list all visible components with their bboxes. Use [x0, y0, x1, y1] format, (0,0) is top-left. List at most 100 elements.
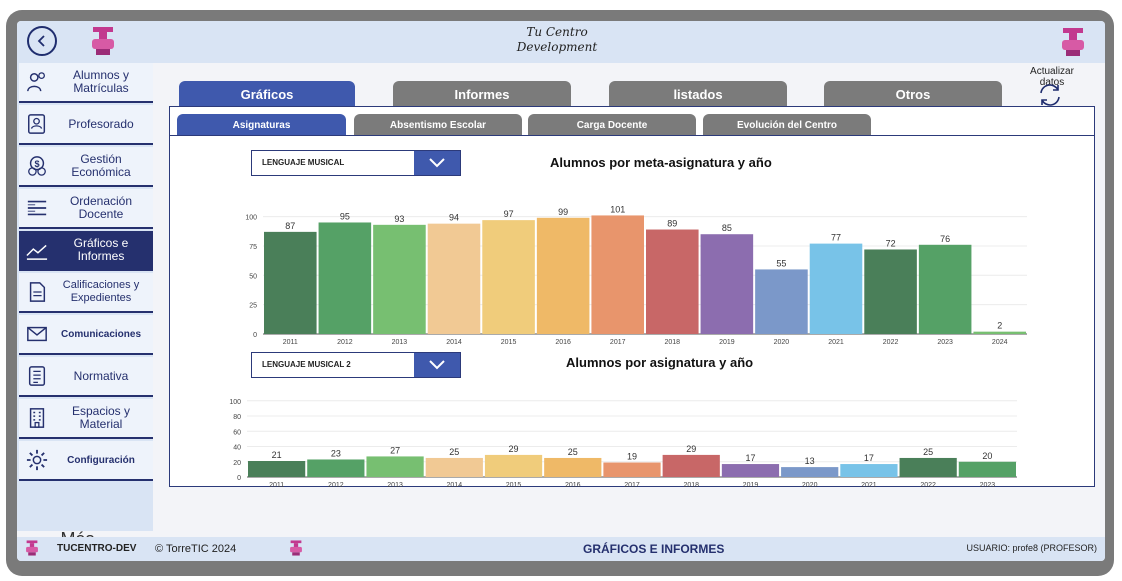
bar[interactable]: [264, 231, 317, 334]
data-label: 101: [610, 204, 625, 214]
x-tick-label: 2016: [565, 482, 581, 487]
sidebar-item-espacios[interactable]: Espacios y Material: [19, 399, 153, 439]
tab-informes[interactable]: Informes: [393, 81, 571, 107]
bar[interactable]: [899, 457, 957, 477]
subject-value: LENGUAJE MUSICAL 2: [262, 360, 351, 369]
sidebar-item-label: Profesorado: [68, 116, 134, 131]
x-tick-label: 2014: [446, 339, 462, 346]
sidebar-item-label: Alumnos y Matrículas: [72, 68, 130, 95]
bar[interactable]: [700, 234, 754, 334]
x-tick-label: 2015: [501, 339, 517, 346]
footer-copyright: © TorreTIC 2024: [155, 543, 237, 555]
bar[interactable]: [591, 215, 644, 334]
bar[interactable]: [755, 269, 808, 334]
bar[interactable]: [425, 457, 483, 477]
chart1-title: Alumnos por meta-asignatura y año: [550, 155, 772, 170]
x-tick-label: 2012: [337, 339, 353, 346]
y-tick-label: 20: [233, 460, 241, 467]
data-label: 99: [558, 207, 568, 217]
subject-bar-chart: 0204060801002120112320122720132520142920…: [229, 399, 1017, 487]
bar[interactable]: [918, 244, 972, 334]
tab-listados[interactable]: listados: [609, 81, 787, 107]
tab-otros[interactable]: Otros: [824, 81, 1002, 107]
bar[interactable]: [536, 217, 590, 334]
bar[interactable]: [484, 454, 543, 477]
meta-subject-select[interactable]: LENGUAJE MUSICAL: [251, 150, 461, 176]
sidebar-item-graficos[interactable]: Gráficos e Informes: [19, 231, 153, 271]
tab-evolucion[interactable]: Evolución del Centro: [703, 114, 871, 137]
y-tick-label: 60: [233, 429, 241, 436]
bar[interactable]: [646, 229, 699, 334]
data-label: 20: [982, 451, 992, 461]
tab-carga-docente[interactable]: Carga Docente: [528, 114, 696, 137]
x-tick-label: 2013: [387, 482, 403, 487]
sidebar-item-profesorado[interactable]: Profesorado: [19, 105, 153, 145]
data-label: 72: [886, 238, 896, 248]
y-tick-label: 40: [233, 445, 241, 452]
x-tick-label: 2024: [992, 339, 1008, 346]
subject-dropdown-button[interactable]: [414, 353, 460, 377]
bar[interactable]: [809, 243, 863, 334]
bar[interactable]: [958, 461, 1016, 477]
bar[interactable]: [603, 462, 661, 477]
mail-icon: [26, 323, 48, 345]
sidebar-item-gestion[interactable]: $ Gestión Económica: [19, 147, 153, 187]
data-label: 29: [509, 444, 519, 454]
sidebar-item-calificaciones[interactable]: Calificaciones y Expedientes: [19, 273, 153, 313]
x-tick-label: 2011: [283, 339, 298, 346]
chart-line-icon: [26, 239, 48, 261]
sidebar-item-alumnos[interactable]: Alumnos y Matrículas: [19, 63, 153, 103]
x-tick-label: 2023: [937, 339, 953, 346]
sidebar-item-configuracion[interactable]: Configuración: [19, 441, 153, 481]
meta-subject-bar-chart: 0 25 50 75 100 87 2011 95 2012 93 2013 94 2014 97 2015…: [245, 204, 1027, 346]
app-title-line2: Development: [516, 40, 598, 54]
x-tick-label: 2020: [802, 482, 818, 487]
data-label: 76: [940, 234, 950, 244]
footer-user: USUARIO: profe8 (PROFESOR): [966, 543, 1097, 553]
bar[interactable]: [307, 459, 365, 477]
refresh-icon: [1040, 84, 1060, 106]
bar[interactable]: [840, 464, 898, 477]
sidebar-item-ordenacion[interactable]: Ordenación Docente: [19, 189, 153, 229]
bar[interactable]: [721, 464, 780, 477]
building-icon: [26, 407, 48, 429]
bar[interactable]: [662, 454, 720, 477]
sidebar-item-label: Ordenación Docente: [69, 194, 133, 221]
tab-asignaturas[interactable]: Asignaturas: [177, 114, 346, 137]
data-label: 55: [776, 258, 786, 268]
footer-logo-icon: [25, 539, 39, 557]
y-tick-label: 25: [249, 303, 257, 310]
bar[interactable]: [544, 457, 602, 477]
y-tick-label: 0: [237, 475, 241, 482]
x-tick-label: 2017: [624, 482, 640, 487]
bar[interactable]: [973, 331, 1026, 334]
data-label: 17: [745, 453, 755, 463]
app-title: Tu Centro Development: [497, 25, 617, 55]
bar[interactable]: [373, 224, 426, 334]
sidebar-item-comunicaciones[interactable]: Comunicaciones: [19, 315, 153, 355]
data-label: 25: [568, 447, 578, 457]
bar[interactable]: [318, 222, 372, 334]
people-icon: [26, 71, 48, 93]
sidebar-item-normativa[interactable]: Normativa: [19, 357, 153, 397]
back-button[interactable]: [27, 26, 57, 56]
bar[interactable]: [427, 223, 481, 334]
subject-select[interactable]: LENGUAJE MUSICAL 2: [251, 352, 461, 378]
bar[interactable]: [864, 249, 917, 334]
refresh-button[interactable]: [1036, 81, 1064, 109]
data-label: 95: [340, 211, 350, 221]
bar[interactable]: [366, 456, 424, 477]
x-tick-label: 2017: [610, 339, 626, 346]
x-tick-label: 2018: [664, 339, 680, 346]
tab-graficos[interactable]: Gráficos: [179, 81, 355, 107]
data-label: 13: [805, 456, 815, 466]
data-label: 2: [997, 321, 1002, 331]
meta-subject-dropdown-button[interactable]: [414, 151, 460, 175]
bar[interactable]: [482, 220, 535, 334]
bar[interactable]: [248, 461, 306, 477]
y-tick-label: 100: [229, 399, 241, 406]
sidebar-item-label: Configuración: [67, 454, 135, 466]
sidebar: Alumnos y Matrículas Profesorado $ Gesti…: [17, 63, 153, 549]
tab-absentismo[interactable]: Absentismo Escolar: [354, 114, 522, 137]
bar[interactable]: [781, 467, 839, 477]
